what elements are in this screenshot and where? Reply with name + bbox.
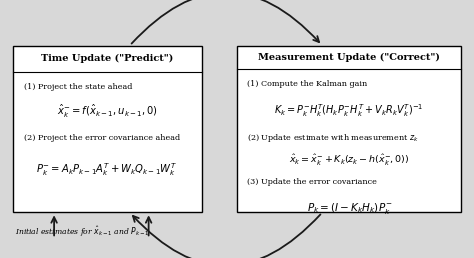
Text: (2) Update estimate with measurement $z_k$: (2) Update estimate with measurement $z_… [247,132,419,144]
Text: $K_k = P_k^{-}H_k^T(H_k P_k^{-} H_k^T + V_k R_k V_k^T)^{-1}$: $K_k = P_k^{-}H_k^T(H_k P_k^{-} H_k^T + … [274,103,424,119]
Text: $P_{k}^{-} = A_k P_{k-1} A_k^T + W_k Q_{k-1} W_k^T$: $P_{k}^{-} = A_k P_{k-1} A_k^T + W_k Q_{… [36,161,178,178]
Text: Initial estimates for $\hat{x}_{k-1}$ and $P_{k-1}$: Initial estimates for $\hat{x}_{k-1}$ an… [15,224,149,239]
Text: $\hat{x}_{k}^{-} = f(\hat{x}_{k-1}, u_{k-1}, 0)$: $\hat{x}_{k}^{-} = f(\hat{x}_{k-1}, u_{k… [56,102,157,120]
FancyBboxPatch shape [237,46,462,212]
Text: Measurement Update ("Correct"): Measurement Update ("Correct") [258,53,440,62]
Text: (2) Project the error covariance ahead: (2) Project the error covariance ahead [24,134,181,142]
FancyBboxPatch shape [12,46,201,212]
Text: (3) Update the error covariance: (3) Update the error covariance [247,178,377,186]
Text: Time Update ("Predict"): Time Update ("Predict") [41,54,173,63]
Text: $\hat{x}_k = \hat{x}_k^{-} + K_k(z_k - h(\hat{x}_k^{-}, 0))$: $\hat{x}_k = \hat{x}_k^{-} + K_k(z_k - h… [289,153,410,168]
Text: $P_k = (I - K_k H_k)P_k^{-}$: $P_k = (I - K_k H_k)P_k^{-}$ [307,201,392,216]
Text: (1) Project the state ahead: (1) Project the state ahead [24,83,133,91]
Text: (1) Compute the Kalman gain: (1) Compute the Kalman gain [247,80,368,88]
